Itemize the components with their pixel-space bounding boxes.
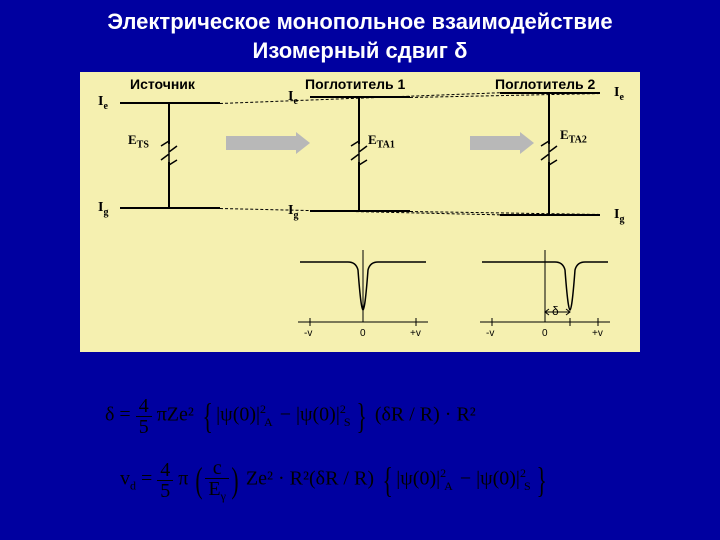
spectrum-abs2 (480, 250, 610, 340)
label-Ie-source: Ie (98, 94, 108, 112)
axis-s2-plus-v: +v (592, 328, 603, 339)
arrow-abs1-to-abs2 (470, 132, 534, 154)
label-Ie-abs1: Ie (288, 89, 298, 107)
header-absorber-2: Поглотитель 2 (495, 76, 595, 92)
break-mark-abs1 (350, 140, 368, 166)
label-Ie-abs2: Ie (614, 85, 624, 103)
label-ETA2: ETA2 (560, 127, 587, 146)
abs1-transition-line-bottom (358, 162, 360, 210)
axis-s2-minus-v: -v (486, 328, 494, 339)
source-level-ground (120, 207, 220, 209)
source-transition-line-top (168, 102, 170, 144)
spectrum-abs1 (298, 250, 428, 340)
label-ETA1: ETA1 (368, 132, 395, 151)
axis-s2-zero: 0 (542, 328, 548, 339)
header-absorber-1: Поглотитель 1 (305, 76, 405, 92)
axis-s1-plus-v: +v (410, 328, 421, 339)
arrow-source-to-abs1 (226, 132, 310, 154)
header-source: Источник (130, 76, 195, 92)
source-transition-line-bottom (168, 162, 170, 207)
title-line-1: Электрическое монопольное взаимодействие (0, 8, 720, 37)
formula-delta: δ = 45 πZe² {|ψ(0)|2A − |ψ(0)|2S} (δR / … (105, 395, 476, 437)
source-level-excited (120, 102, 220, 104)
slide-title: Электрическое монопольное взаимодействие… (0, 0, 720, 65)
abs2-transition-line-bottom (548, 162, 550, 214)
abs1-transition-line-top (358, 96, 360, 144)
energy-diagram: Источник Поглотитель 1 Поглотитель 2 Ie … (80, 72, 640, 352)
axis-s1-minus-v: -v (304, 328, 312, 339)
break-mark-abs2 (540, 140, 558, 166)
delta-label: δ (552, 304, 559, 318)
title-line-2: Изомерный сдвиг δ (0, 37, 720, 66)
label-ETS: ETS (128, 132, 149, 151)
axis-s1-zero: 0 (360, 328, 366, 339)
label-Ig-abs2: Ig (614, 207, 624, 225)
formula-vd: vd = 45 π (cEγ) Ze² · R²(δR / R) {|ψ(0)|… (120, 458, 550, 502)
label-Ig-source: Ig (98, 200, 108, 218)
abs2-transition-line-top (548, 92, 550, 144)
label-Ig-abs1: Ig (288, 203, 298, 221)
break-mark-source (160, 140, 178, 166)
